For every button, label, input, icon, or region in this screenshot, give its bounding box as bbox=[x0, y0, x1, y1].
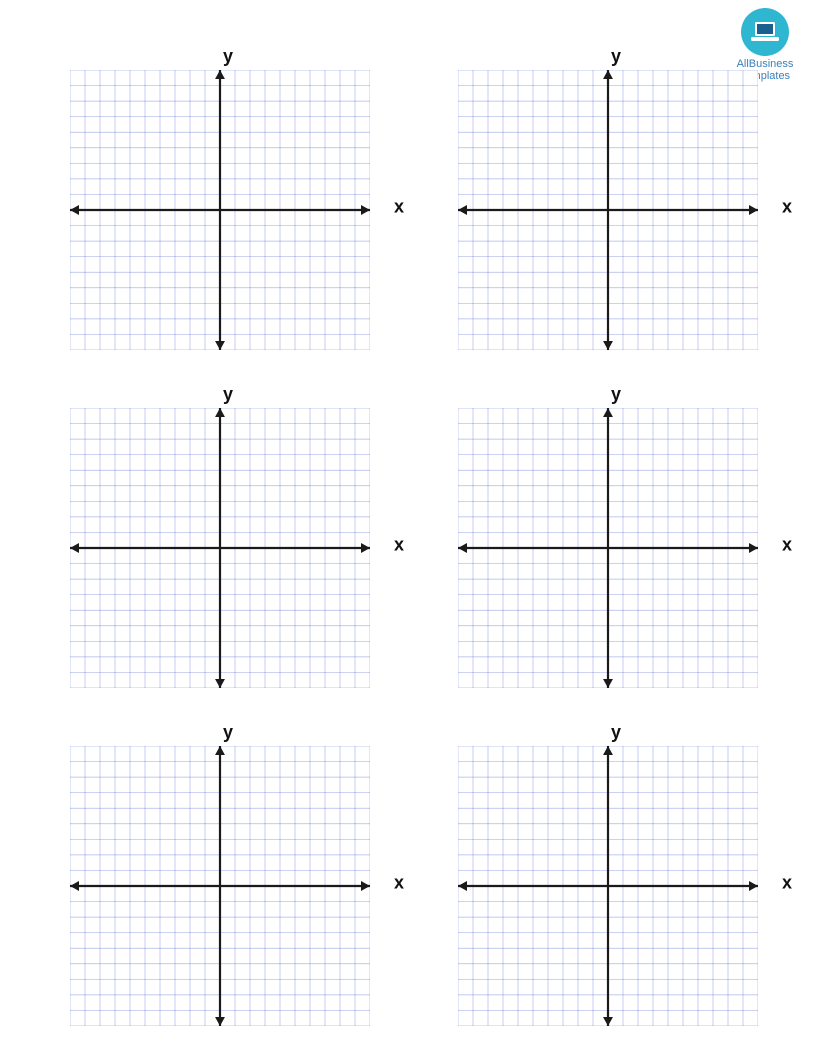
page: AllBusiness Templates yxyxyxyxyxyx bbox=[0, 0, 816, 1056]
x-axis-label: x bbox=[782, 873, 792, 894]
y-axis-label: y bbox=[223, 722, 233, 743]
x-axis-label: x bbox=[394, 197, 404, 218]
grid-svg bbox=[458, 746, 758, 1026]
x-axis-label: x bbox=[782, 535, 792, 556]
grid-svg bbox=[458, 70, 758, 350]
y-axis-label: y bbox=[611, 46, 621, 67]
grid-svg bbox=[458, 408, 758, 688]
laptop-icon bbox=[750, 21, 780, 43]
coordinate-grid: yx bbox=[458, 50, 774, 360]
y-axis-label: y bbox=[611, 722, 621, 743]
logo-circle bbox=[741, 8, 789, 56]
y-axis-label: y bbox=[223, 384, 233, 405]
grid-container: yxyxyxyxyxyx bbox=[70, 50, 776, 1036]
x-axis-label: x bbox=[394, 535, 404, 556]
y-axis-label: y bbox=[223, 46, 233, 67]
x-axis-label: x bbox=[782, 197, 792, 218]
grid-svg bbox=[70, 408, 370, 688]
grid-svg bbox=[70, 70, 370, 350]
coordinate-grid: yx bbox=[70, 50, 386, 360]
y-axis-label: y bbox=[611, 384, 621, 405]
grid-svg bbox=[70, 746, 370, 1026]
coordinate-grid: yx bbox=[70, 388, 386, 698]
x-axis-label: x bbox=[394, 873, 404, 894]
coordinate-grid: yx bbox=[458, 388, 774, 698]
coordinate-grid: yx bbox=[70, 726, 386, 1036]
coordinate-grid: yx bbox=[458, 726, 774, 1036]
